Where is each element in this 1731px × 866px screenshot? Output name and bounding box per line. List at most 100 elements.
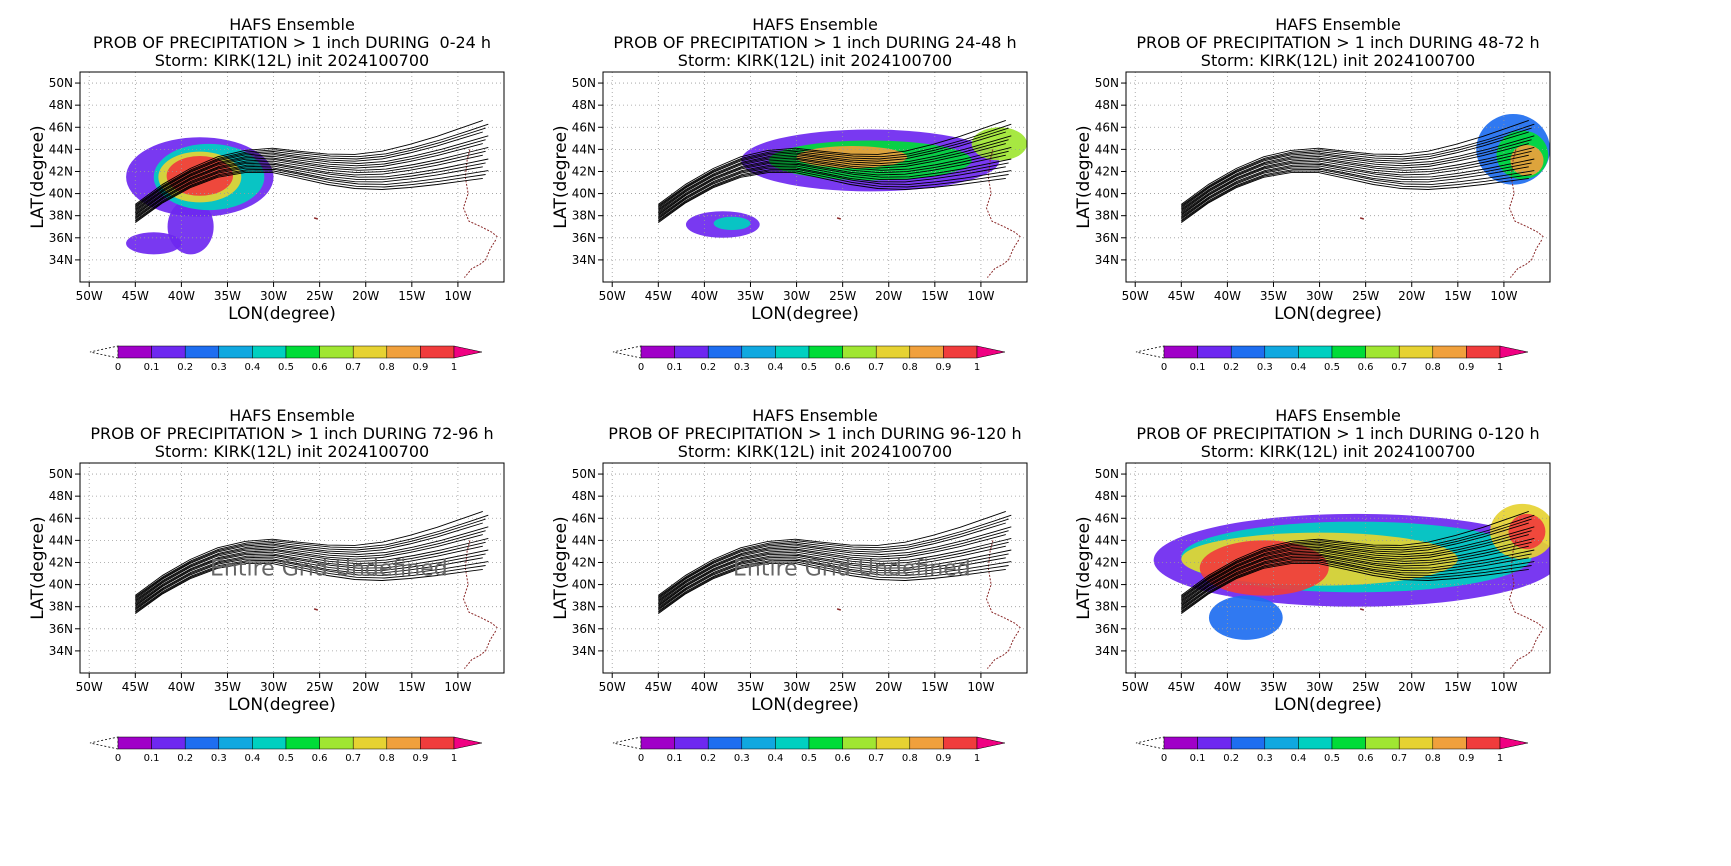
panel-title: HAFS Ensemble PROB OF PRECIPITATION > 1 i… [1098,407,1578,461]
title-line1: HAFS Ensemble [229,406,355,425]
title-line3: Storm: KIRK(12L) init 2024100700 [154,51,430,70]
x-tick-label: 40W [1214,680,1241,694]
x-tick-label: 30W [783,680,810,694]
y-tick-label: 40N [572,578,596,592]
colorbar-bin [943,736,978,750]
y-tick-label: 48N [572,98,596,112]
colorbar-bin [909,345,944,359]
y-tick-label: 50N [49,467,73,481]
ensemble-member-track [1181,127,1532,208]
colorbar-bin [1298,345,1333,359]
y-tick-label: 36N [572,231,596,245]
colorbar-label: 0.4 [1290,362,1306,373]
ensemble-member-track [135,158,489,217]
colorbar-label: 0.8 [902,362,918,373]
colorbar: 0 0.1 0.2 0.3 0.4 0.5 0.6 0.7 0.8 0.9 1 [1135,736,1529,764]
ensemble-member-track [1181,541,1532,606]
colorbar-label: 0.8 [379,753,395,764]
x-tick-label: 20W [875,680,902,694]
colorbar-label: 0.5 [278,362,294,373]
title-line1: HAFS Ensemble [752,406,878,425]
ensemble-member-track [658,150,1009,215]
colorbar-label: 0.7 [868,362,884,373]
coastline [464,239,497,278]
y-tick-label: 44N [572,142,596,156]
y-tick-label: 50N [1095,467,1119,481]
y-tick-label: 48N [49,489,73,503]
x-tick-label: 25W [1352,680,1379,694]
y-tick-label: 50N [572,467,596,481]
x-tick-label: 50W [76,680,103,694]
title-line2: PROB OF PRECIPITATION > 1 inch DURING 0-… [92,33,492,52]
x-tick-label: 45W [122,289,149,303]
ensemble-member-track [135,123,489,206]
colorbar-bin [909,736,944,750]
ensemble-member-track [135,563,483,614]
ensemble-member-track [1181,557,1529,611]
colorbar-label: 1 [1497,362,1503,373]
colorbar-label: 0 [115,362,121,373]
ensemble-member-track [658,119,1006,205]
colorbar-label: 0.7 [1391,362,1407,373]
y-tick-label: 40N [49,578,73,592]
map-panel: Entire Grid Undefined 50W 45W 40W 35W 30W 25W 2… [572,462,1028,694]
colorbar-bin [1432,345,1467,359]
colorbar-label: 0.1 [667,753,683,764]
colorbar-bin [352,736,388,750]
colorbar-bin [386,345,421,359]
colorbar-above-triangle [976,345,1006,359]
colorbar-label: 0.5 [1324,362,1340,373]
x-tick-label: 15W [921,289,948,303]
y-tick-label: 42N [572,555,596,569]
colorbar-label: 0.3 [1257,753,1273,764]
colorbar-bin [386,736,421,750]
ensemble-member-track [1181,119,1529,205]
y-tick-label: 38N [1095,600,1119,614]
title-line1: HAFS Ensemble [1275,406,1401,425]
ensemble-member-track [1181,168,1535,221]
ensemble-member-track [658,127,1009,208]
ensemble-member-track [658,534,1006,603]
colorbar-bin [875,736,911,750]
colorbar-bin [218,345,253,359]
y-tick-label: 42N [1095,555,1119,569]
colorbar-label: 0.8 [1425,753,1441,764]
coastline [462,149,499,239]
title-line2: PROB OF PRECIPITATION > 1 inch DURING 24… [613,33,1017,52]
y-tick-label: 50N [572,76,596,90]
ensemble-member-track [135,172,483,223]
ensemble-member-track [658,518,1009,599]
colorbar-label: 0.8 [379,362,395,373]
colorbar-label: 0.7 [345,362,361,373]
ensemble-member-track [658,563,1006,614]
ensemble-member-track [135,518,486,599]
ensemble-member-track [135,127,486,208]
plot-frame [1125,71,1551,283]
ensemble-member-track [658,526,1012,601]
colorbar-bin [775,345,810,359]
colorbar: 0 0.1 0.2 0.3 0.4 0.5 0.6 0.7 0.8 0.9 1 [612,345,1006,373]
colorbar-bin [674,345,709,359]
colorbar-label: 0.7 [868,753,884,764]
x-tick-label: 15W [398,289,425,303]
x-tick-label: 40W [1214,289,1241,303]
title-line3: Storm: KIRK(12L) init 2024100700 [677,442,953,461]
x-tick-label: 35W [737,289,764,303]
ensemble-member-track [135,553,486,610]
x-tick-label: 35W [737,680,764,694]
colorbar-bin [1466,345,1501,359]
ensemble-member-track [1181,563,1529,614]
colorbar-label: 0.4 [767,753,783,764]
y-tick-label: 40N [1095,187,1119,201]
ensemble-member-track [1181,170,1532,222]
colorbar-label: 0.6 [312,753,328,764]
colorbar-below-triangle [1135,345,1165,359]
title-line2: PROB OF PRECIPITATION > 1 inch DURING 0-… [1136,424,1540,443]
ensemble-member-track [135,514,489,597]
y-tick-label: 34N [1095,644,1119,658]
colorbar-bin [252,345,287,359]
ensemble-member-track [1181,534,1529,603]
x-tick-label: 20W [352,680,379,694]
colorbar-label: 0.3 [734,753,750,764]
colorbar-label: 1 [451,362,457,373]
